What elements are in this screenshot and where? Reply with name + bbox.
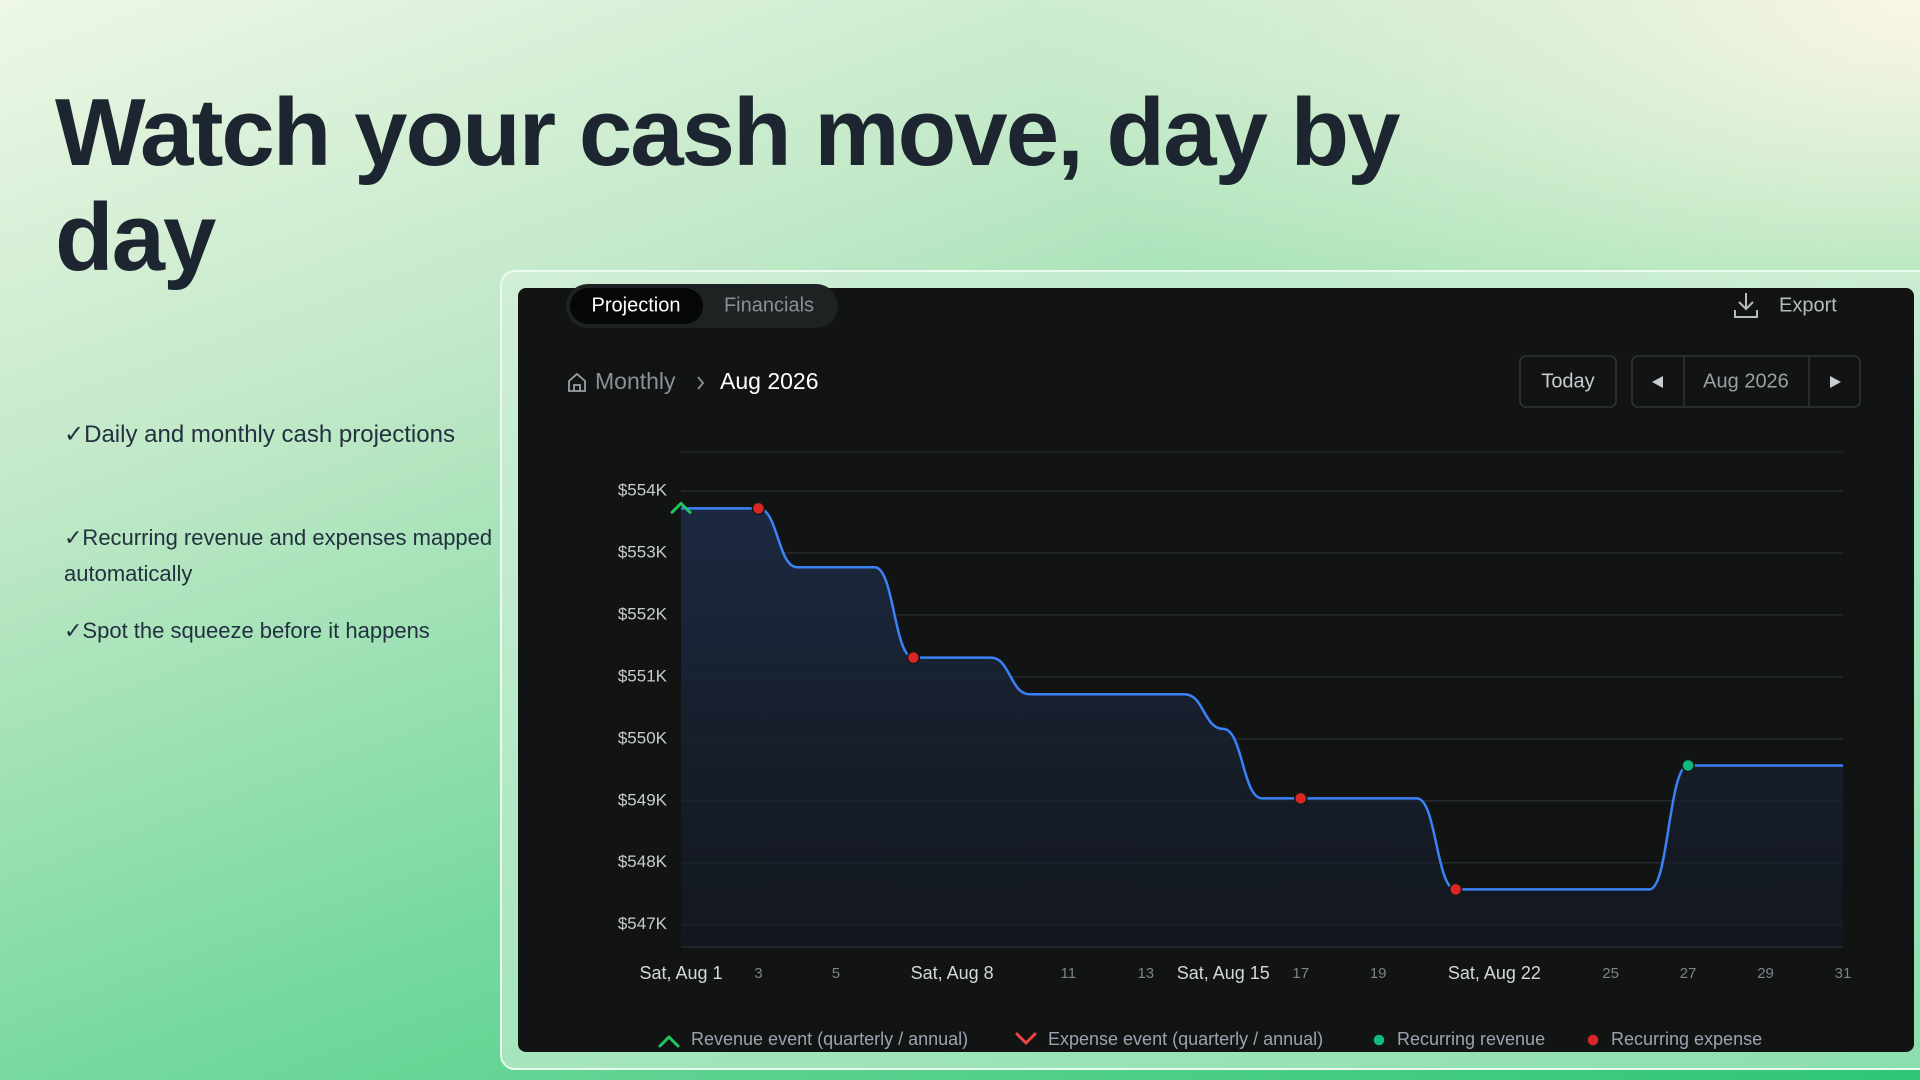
y-tick-label: $554K [618,481,668,500]
next-button[interactable] [1830,376,1841,388]
chart: $554K $553K $552K $551K $550K $549K $548K $547K… [618,451,1852,1049]
today-label[interactable]: Today [1541,370,1594,392]
event-marker [670,501,692,514]
prev-button[interactable] [1652,376,1663,388]
legend-label: Recurring expense [1611,1029,1762,1049]
export-icon[interactable] [1734,293,1758,318]
x-tick-label: 11 [1061,965,1077,982]
x-tick-label: 19 [1370,965,1387,982]
x-tick-label: 17 [1292,965,1309,982]
event-marker [751,501,766,516]
y-tick-label: $552K [618,604,668,623]
y-tick-label: $549K [618,790,668,809]
event-marker [1293,791,1308,806]
home-icon[interactable] [568,372,586,392]
legend-swatch [1586,1033,1600,1047]
feature-bullet: ✓Spot the squeeze before it happens [64,618,430,643]
breadcrumb-link[interactable]: Monthly [595,368,676,394]
x-tick-label: 29 [1757,965,1774,982]
event-marker [1681,758,1695,773]
tab[interactable]: Projection [592,294,681,316]
legend-swatch [1015,1032,1037,1045]
legend-label: Revenue event (quarterly / annual) [691,1029,968,1049]
y-tick-label: $551K [618,666,668,685]
x-tick-label: 31 [1835,965,1852,982]
export-button[interactable]: Export [1779,294,1837,316]
x-tick-label: 5 [832,965,840,982]
event-marker [1448,882,1463,897]
headline: Watch your cash move, day by day [55,79,1401,291]
x-tick-label: Sat, Aug 8 [911,963,994,983]
feature-bullet: ✓Recurring revenue and expenses mapped a… [64,525,493,586]
y-tick-label: $550K [618,728,668,747]
period-nav [1631,355,1861,408]
x-tick-label: 3 [754,965,762,982]
legend-swatch [658,1035,680,1048]
tab-active[interactable] [570,288,703,324]
legend-swatch [1372,1033,1386,1047]
event-marker [906,650,921,665]
area-fill [681,508,1843,947]
y-tick-label: $553K [618,542,668,561]
x-tick-label: Sat, Aug 15 [1177,963,1270,983]
feature-bullet: ✓Daily and monthly cash projections [64,421,455,448]
x-tick-label: Sat, Aug 22 [1448,963,1541,983]
tab[interactable]: Financials [724,294,814,316]
line [681,507,1843,891]
today-button[interactable] [1519,355,1617,408]
period-label: Aug 2026 [1703,370,1789,392]
x-tick-label: Sat, Aug 1 [639,963,722,983]
breadcrumb-current: Aug 2026 [720,368,818,394]
y-tick-label: $548K [618,852,668,871]
legend-label: Expense event (quarterly / annual) [1048,1029,1323,1049]
legend-label: Recurring revenue [1397,1029,1545,1049]
x-tick-label: 25 [1602,965,1619,982]
x-tick-label: 13 [1137,965,1154,982]
x-tick-label: 27 [1680,965,1697,982]
breadcrumb-separator [697,376,705,390]
y-tick-label: $547K [618,914,668,933]
